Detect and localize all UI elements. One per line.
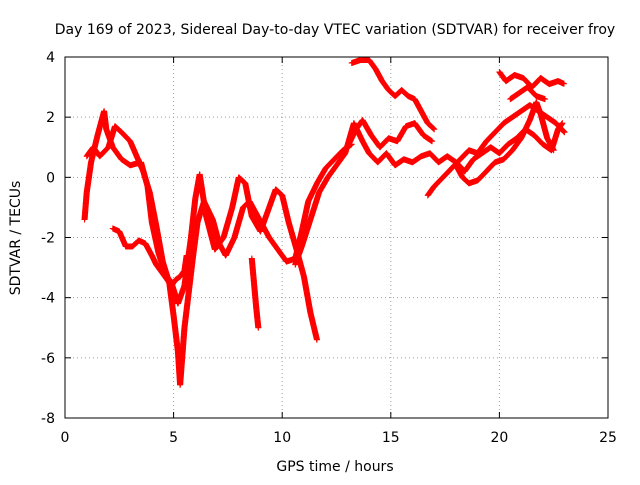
series-track-h (424, 102, 568, 199)
y-tick-label: 4 (46, 50, 55, 66)
data-points (81, 57, 568, 388)
data-point-marker (431, 126, 438, 133)
data-point-marker (255, 324, 262, 331)
x-tick-label: 20 (490, 430, 508, 446)
series-track-f (344, 117, 436, 151)
chart-title: Day 169 of 2023, Sidereal Day-to-day VTE… (55, 22, 615, 38)
axis-ticks: 0 5 10 15 20 25 -8 -6 -4 -2 0 2 4 (41, 50, 617, 446)
y-tick-label: -4 (41, 291, 55, 307)
data-point-marker (542, 96, 549, 103)
data-point-marker (560, 80, 567, 87)
x-tick-label: 10 (273, 430, 291, 446)
y-tick-label: 0 (46, 170, 55, 186)
series-track-b (83, 123, 355, 388)
data-point-marker (313, 336, 320, 343)
y-axis-label: SDTVAR / TECUs (8, 181, 24, 296)
series-track-g (348, 57, 438, 133)
data-point-marker (561, 129, 568, 136)
y-tick-label: -6 (41, 351, 55, 367)
series-track-j (496, 69, 567, 103)
series-track-i (452, 99, 557, 187)
y-tick-label: -2 (41, 231, 55, 247)
x-tick-label: 15 (382, 430, 400, 446)
data-point-marker (559, 120, 566, 127)
x-tick-label: 0 (61, 430, 70, 446)
data-point-marker (429, 138, 436, 145)
x-tick-label: 25 (599, 430, 617, 446)
data-point-marker (183, 252, 190, 259)
grid-lines (65, 57, 608, 418)
y-tick-label: -8 (41, 411, 55, 427)
y-tick-label: 2 (46, 110, 55, 126)
series-track-c (109, 225, 190, 289)
x-axis-label: GPS time / hours (276, 459, 393, 475)
series-track-d (248, 255, 262, 331)
data-point-marker (550, 147, 557, 154)
x-tick-label: 5 (169, 430, 178, 446)
